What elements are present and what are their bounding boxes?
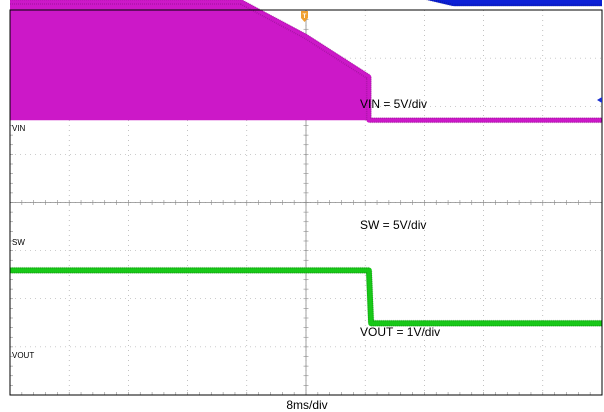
vin-channel-label: VIN <box>12 124 26 133</box>
x-axis-label: 8ms/div <box>286 398 327 412</box>
trigger-level-arrow-icon <box>597 97 602 103</box>
trigger-marker-label: T <box>303 14 307 20</box>
vout-channel-label: VOUT <box>12 351 34 360</box>
vout-annotation: VOUT = 1V/div <box>360 325 440 339</box>
waveform-traces <box>10 0 602 327</box>
sw-trace-core <box>10 0 602 122</box>
trigger-marker-icon <box>301 11 308 22</box>
sw-annotation: SW = 5V/div <box>360 218 426 232</box>
vin-annotation: VIN = 5V/div <box>360 97 427 111</box>
trigger-marker: T <box>301 11 308 22</box>
sw-trace-fill <box>10 1 602 121</box>
sw-channel-label: SW <box>12 238 25 247</box>
vout-trace-core <box>10 268 602 326</box>
screen-border <box>9 9 603 396</box>
